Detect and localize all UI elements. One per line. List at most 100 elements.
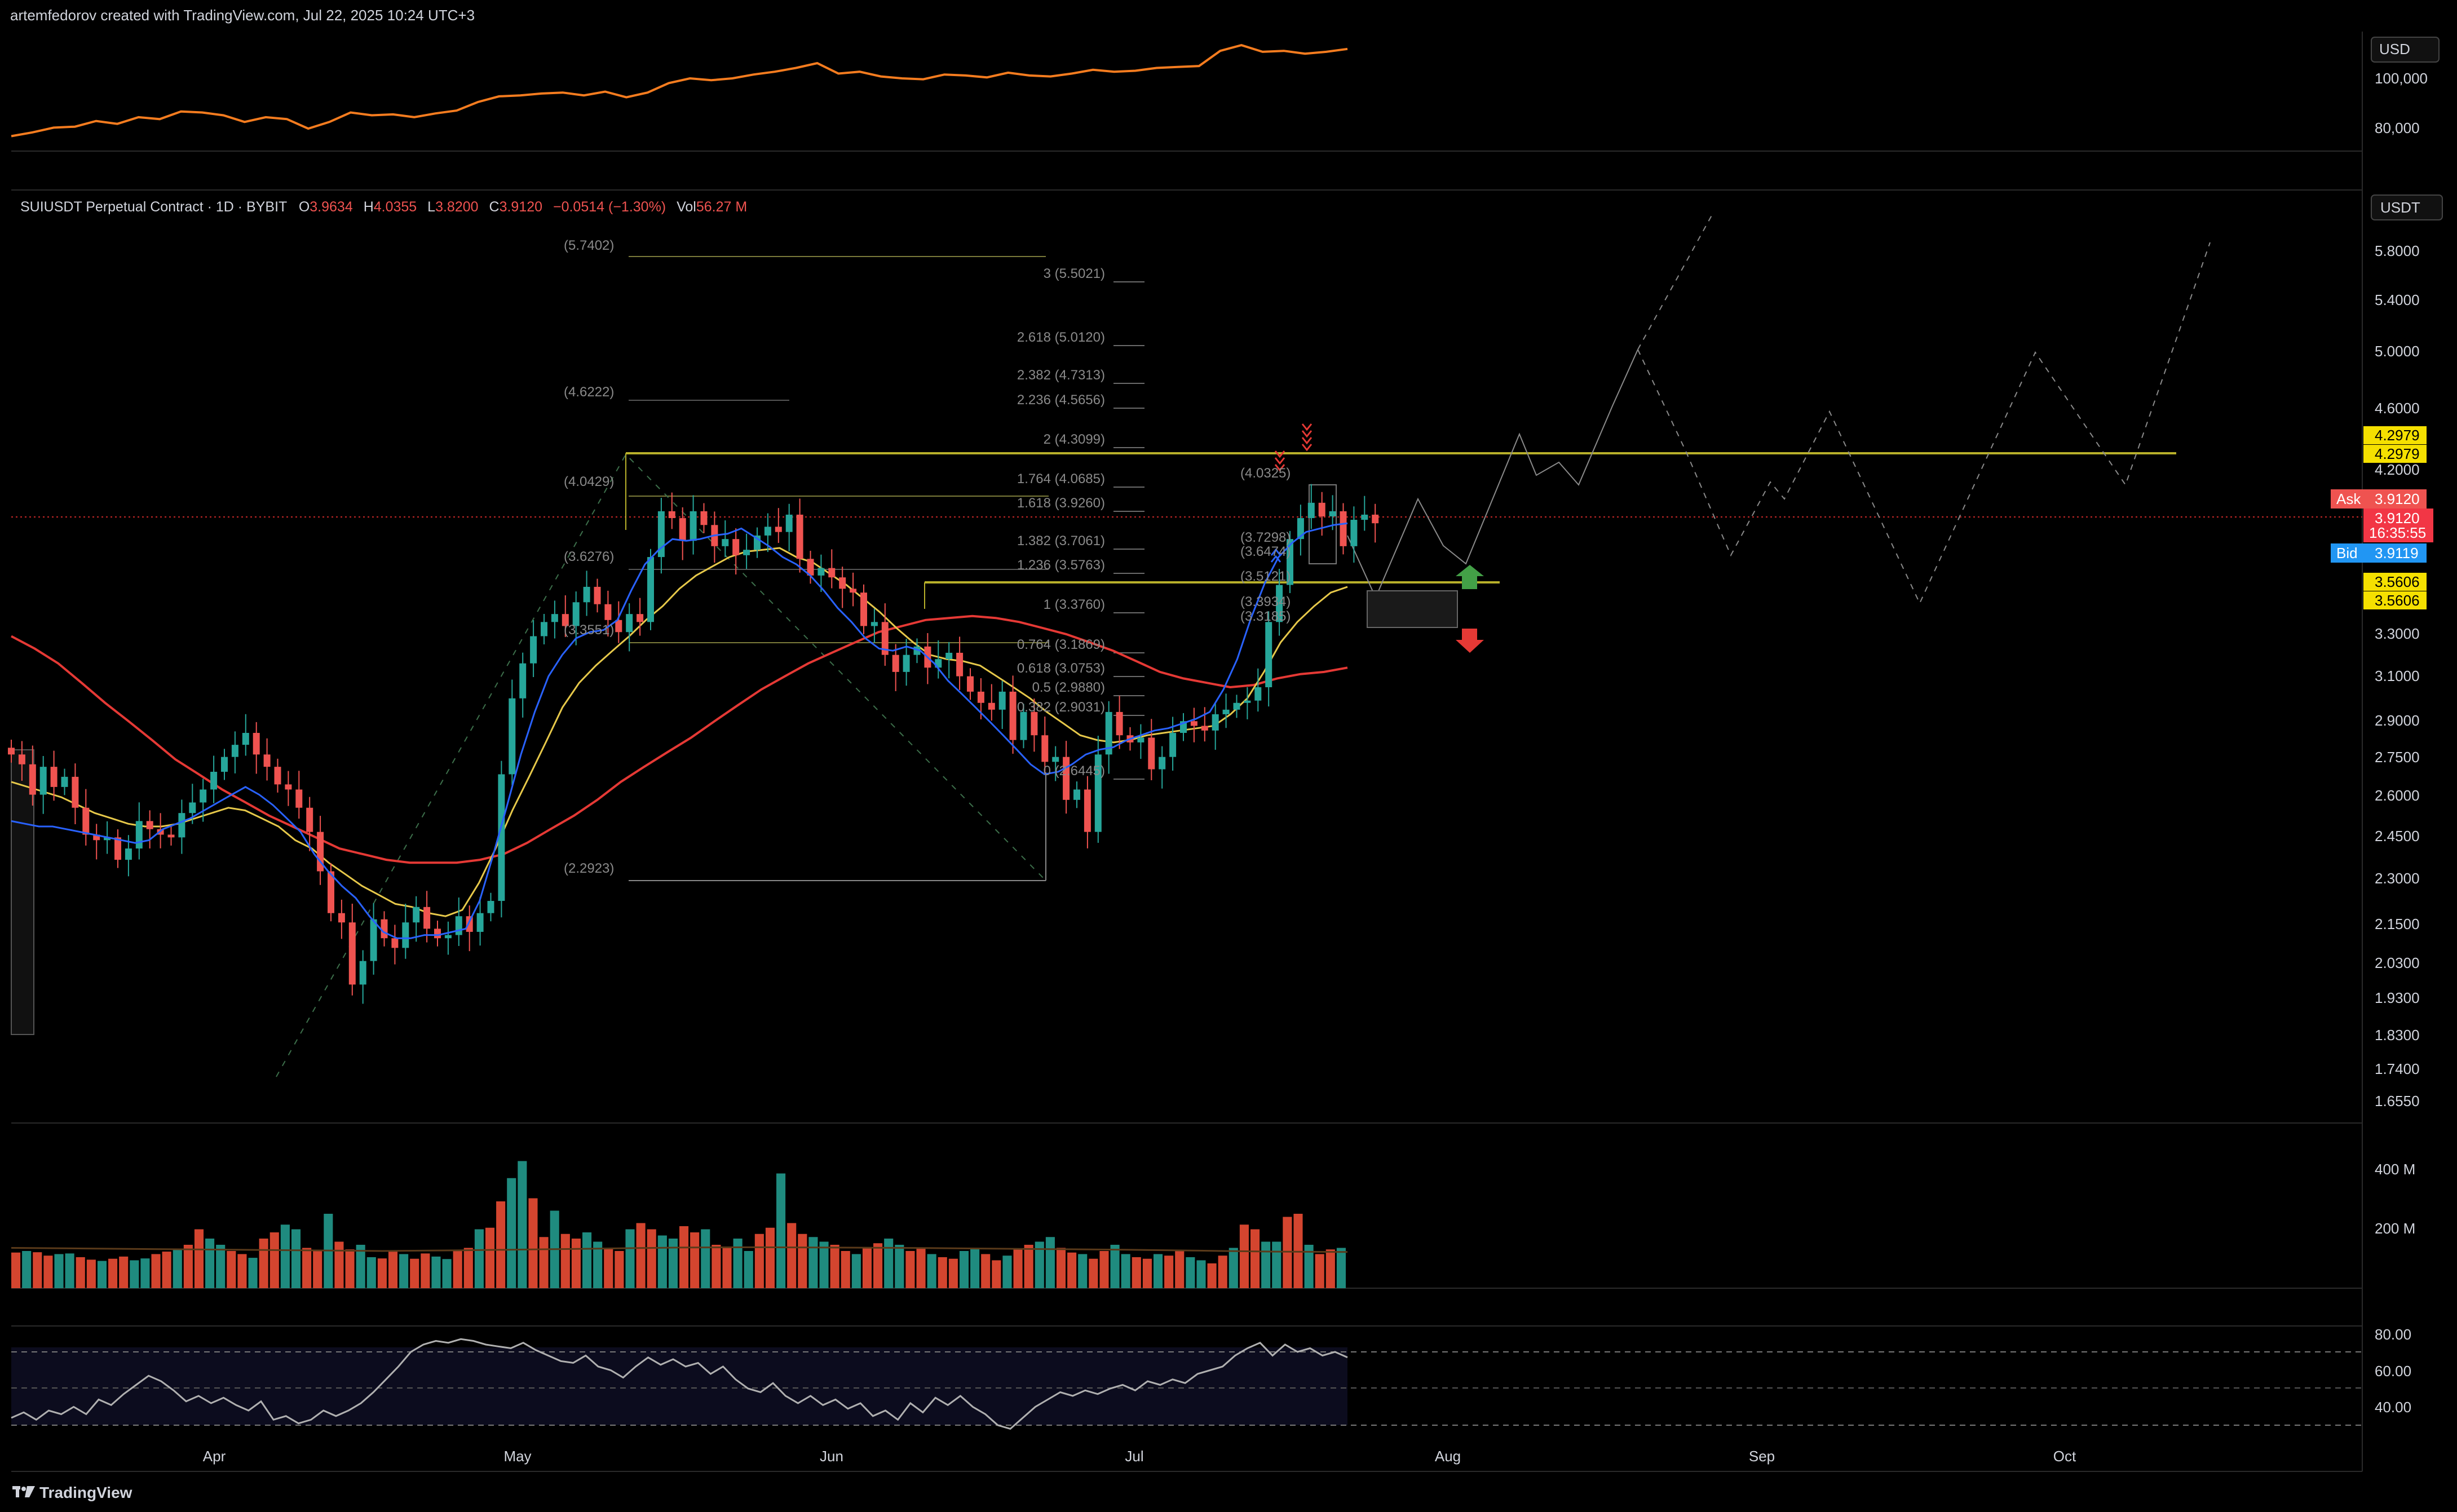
candle-body <box>679 518 686 541</box>
volume-bar <box>388 1252 398 1288</box>
candle-body <box>743 550 750 555</box>
price-tick: 4.6000 <box>2375 400 2420 417</box>
volume-bar <box>356 1245 365 1288</box>
price-tick: 4.2000 <box>2375 461 2420 478</box>
volume-bar <box>259 1239 268 1288</box>
rsi-pane <box>11 1338 2362 1430</box>
candle-body <box>583 586 590 603</box>
price-axis[interactable]: USD 100,000 80,000 USDT 5.8000 5.4000 5.… <box>2331 37 2443 1416</box>
left-scroll-handle[interactable] <box>11 749 34 1035</box>
bid-value: 3.9119 <box>2375 545 2419 562</box>
candle-body <box>455 916 462 935</box>
candle-body <box>285 784 292 790</box>
time-tick: Apr <box>203 1448 226 1465</box>
time-tick: Aug <box>1435 1448 1461 1465</box>
volume-bar <box>345 1249 355 1288</box>
volume-bar <box>1304 1245 1314 1288</box>
candle-body <box>18 754 25 764</box>
volume-bar <box>1121 1254 1130 1288</box>
volume-bar <box>1056 1248 1066 1288</box>
volume-bar <box>463 1248 473 1288</box>
price-tick: 5.8000 <box>2375 242 2420 259</box>
volume-bar <box>862 1248 872 1288</box>
volume-bar <box>1250 1229 1260 1288</box>
candle-body <box>509 698 516 775</box>
candle-body <box>817 568 825 576</box>
level-badge <box>2363 591 2427 609</box>
volume-bar <box>11 1252 21 1288</box>
volume-bars <box>11 1161 1346 1288</box>
volume-bar <box>33 1252 42 1288</box>
compare-currency-button[interactable] <box>2371 37 2440 63</box>
volume-bar <box>895 1245 904 1288</box>
fib-label: 0.764 (3.1869) <box>1017 637 1105 652</box>
candle-body <box>328 871 334 913</box>
candle-body <box>903 655 910 672</box>
legend-volume: 56.27 M <box>696 199 747 215</box>
candle-body <box>1148 737 1155 770</box>
candle-body <box>1233 702 1240 710</box>
fib-label: 2.382 (4.7313) <box>1017 368 1105 383</box>
price-currency-button[interactable] <box>2371 194 2443 220</box>
legend-h-label: H <box>364 199 374 215</box>
symbol-legend[interactable]: SUIUSDT Perpetual Contract · 1D · BYBIT … <box>20 199 747 215</box>
volume-bar <box>1110 1245 1120 1288</box>
fib-label: (3.3934) <box>1240 594 1291 609</box>
level-badge <box>2363 445 2427 463</box>
candle-body <box>1361 514 1368 520</box>
fib-right-labels: 3 (5.5021) 2.618 (5.0120) 2.382 (4.7313)… <box>1017 266 1105 779</box>
fib-label: 0.5 (2.9880) <box>1032 680 1105 695</box>
candle-body <box>1350 520 1358 546</box>
volume-bar <box>162 1252 171 1288</box>
volume-bar <box>733 1239 743 1288</box>
chart-canvas[interactable]: (5.7402) (4.6222) (4.0429) (3.6276) (3.3… <box>0 0 2457 1473</box>
price-tick: 2.6000 <box>2375 787 2420 804</box>
volume-bar <box>485 1227 495 1288</box>
rsi-line <box>11 1338 1348 1430</box>
volume-bar <box>518 1161 527 1288</box>
plot-background <box>0 32 2362 1473</box>
candle-body <box>956 652 964 677</box>
candle-body <box>1190 721 1197 726</box>
fib-left-labels: (5.7402) (4.6222) (4.0429) (3.6276) (3.3… <box>564 238 614 876</box>
volume-bar <box>916 1248 926 1288</box>
volume-bar <box>119 1256 129 1288</box>
legend-c-label: C <box>489 199 500 215</box>
rsi-tick: 60.00 <box>2375 1363 2411 1380</box>
fib-label: (2.2923) <box>564 861 614 876</box>
candle-body <box>637 614 644 622</box>
arrow-down-marker <box>1456 629 1484 653</box>
candle-body <box>785 514 793 532</box>
ask-label: Ask <box>2336 490 2361 507</box>
volume-bar <box>1315 1254 1324 1288</box>
price-currency-label: USDT <box>2380 199 2420 216</box>
candle-body <box>1094 754 1102 832</box>
projection-path-dashed <box>1637 211 1714 350</box>
volume-bar <box>194 1229 204 1288</box>
volume-bar <box>722 1248 732 1288</box>
candle-body <box>189 802 196 814</box>
candle-body <box>210 771 218 790</box>
fib-label: 1.236 (3.5763) <box>1017 558 1105 573</box>
volume-bar <box>65 1253 74 1288</box>
tradingview-logo-icon <box>12 1486 35 1497</box>
compare-tick: 80,000 <box>2375 120 2420 136</box>
candle-body <box>1009 691 1017 740</box>
time-tick: Oct <box>2053 1448 2076 1465</box>
legend-l-label: L <box>427 199 435 215</box>
fib-label: 2.618 (5.0120) <box>1017 330 1105 345</box>
volume-bar <box>765 1227 775 1288</box>
volume-bar <box>1078 1254 1088 1288</box>
candle-body <box>8 748 15 755</box>
volume-bar <box>151 1254 161 1288</box>
candle-body <box>562 614 569 626</box>
volume-bar <box>269 1232 279 1288</box>
price-tick: 3.3000 <box>2375 625 2420 642</box>
volume-bar <box>776 1173 786 1288</box>
range-box <box>1367 590 1458 628</box>
time-axis[interactable]: Apr May Jun Jul Aug Sep Oct <box>203 1448 2076 1465</box>
candle-body <box>72 776 79 808</box>
volume-bar <box>560 1234 570 1288</box>
candle-body <box>626 614 633 633</box>
compare-tick: 100,000 <box>2375 70 2428 87</box>
